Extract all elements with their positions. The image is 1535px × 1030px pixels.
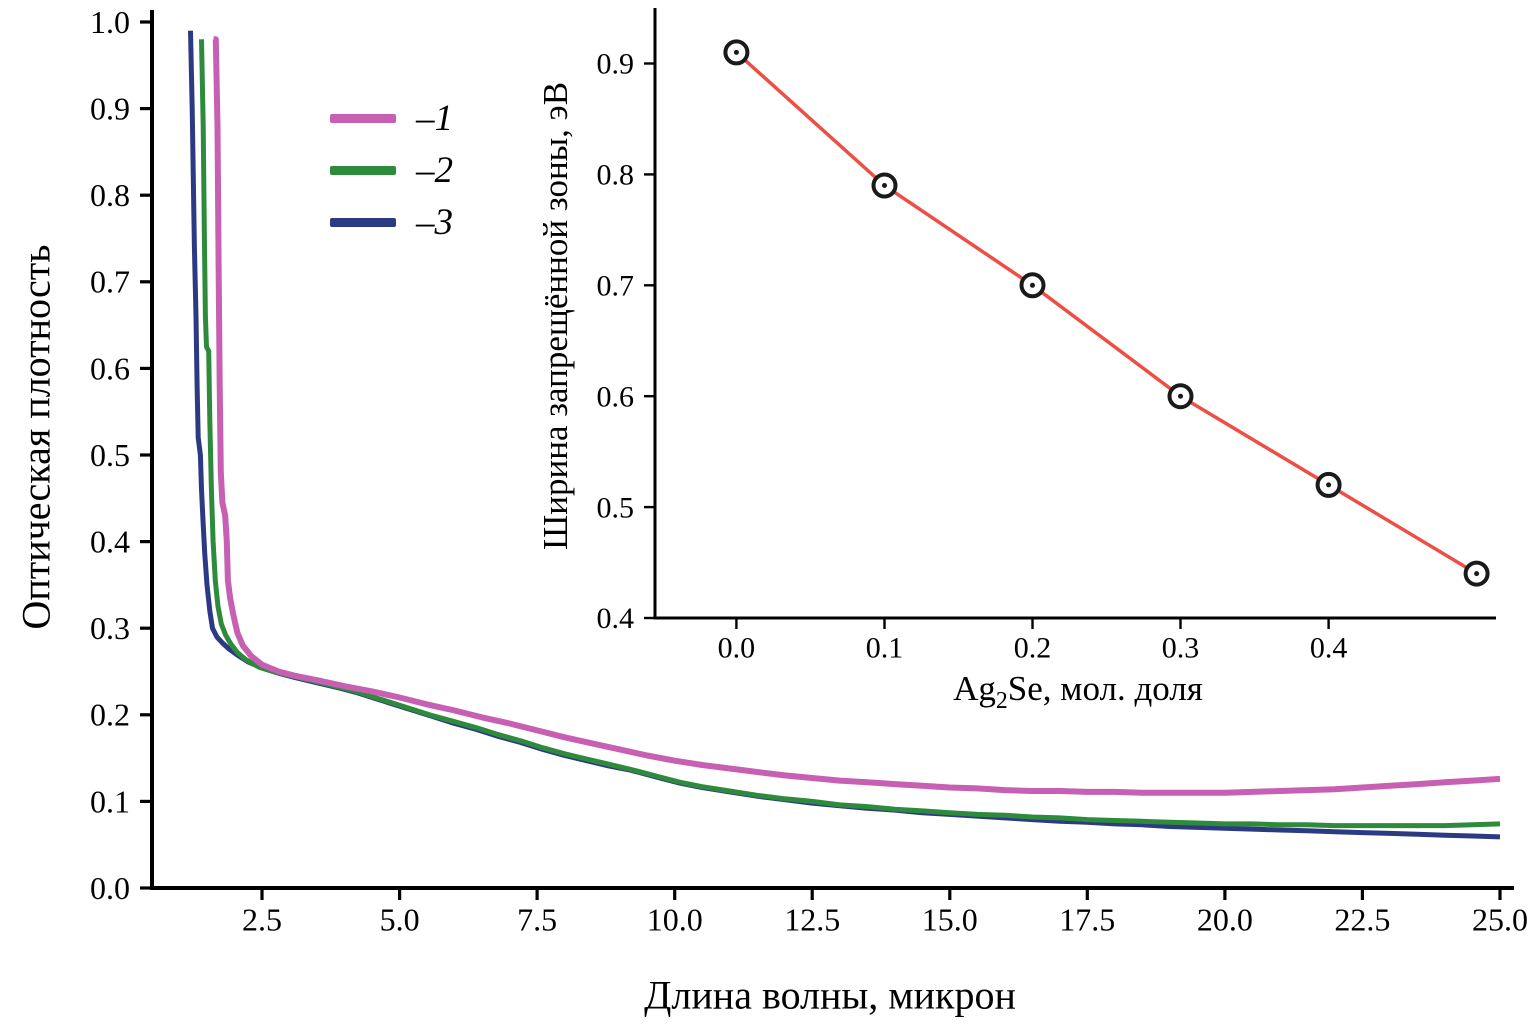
legend-item-series3: –3 bbox=[330, 196, 453, 248]
svg-text:0.2: 0.2 bbox=[1014, 632, 1052, 665]
svg-text:0.0: 0.0 bbox=[718, 632, 756, 665]
svg-text:0.0: 0.0 bbox=[90, 870, 130, 906]
legend-label-series3: –3 bbox=[416, 201, 453, 243]
svg-text:0.5: 0.5 bbox=[90, 437, 130, 473]
inset-x-label-prefix: Ag bbox=[953, 669, 996, 708]
svg-text:0.5: 0.5 bbox=[597, 491, 635, 524]
svg-text:17.5: 17.5 bbox=[1059, 901, 1115, 937]
svg-text:0.4: 0.4 bbox=[90, 524, 130, 560]
svg-text:20.0: 20.0 bbox=[1197, 901, 1253, 937]
svg-text:0.7: 0.7 bbox=[597, 270, 635, 303]
svg-text:0.3: 0.3 bbox=[90, 610, 130, 646]
svg-text:0.1: 0.1 bbox=[90, 783, 130, 819]
legend-label-series1: –1 bbox=[416, 97, 453, 139]
legend-swatch-series2 bbox=[330, 165, 396, 175]
svg-text:0.6: 0.6 bbox=[90, 350, 130, 386]
svg-text:22.5: 22.5 bbox=[1334, 901, 1390, 937]
svg-text:10.0: 10.0 bbox=[647, 901, 703, 937]
svg-text:0.3: 0.3 bbox=[1162, 632, 1200, 665]
svg-text:1.0: 1.0 bbox=[90, 4, 130, 40]
main-x-axis-label: Длина волны, микрон bbox=[644, 972, 1016, 1018]
inset-x-axis-label: Ag2Se, мол. доля bbox=[953, 669, 1203, 715]
svg-text:7.5: 7.5 bbox=[517, 901, 557, 937]
svg-text:25.0: 25.0 bbox=[1472, 901, 1528, 937]
svg-text:15.0: 15.0 bbox=[922, 901, 978, 937]
svg-text:0.4: 0.4 bbox=[597, 602, 635, 635]
svg-text:2.5: 2.5 bbox=[242, 901, 282, 937]
svg-text:0.9: 0.9 bbox=[597, 48, 635, 81]
svg-text:0.6: 0.6 bbox=[597, 380, 635, 413]
legend: –1 –2 –3 bbox=[330, 92, 453, 248]
svg-text:0.8: 0.8 bbox=[597, 159, 635, 192]
svg-text:12.5: 12.5 bbox=[784, 901, 840, 937]
svg-text:0.9: 0.9 bbox=[90, 91, 130, 127]
legend-item-series2: –2 bbox=[330, 144, 453, 196]
svg-text:0.2: 0.2 bbox=[90, 697, 130, 733]
inset-x-label-suffix: Se, мол. доля bbox=[1007, 669, 1203, 708]
inset-y-axis-label: Ширина запрещённой зоны, эВ bbox=[536, 81, 575, 551]
svg-text:0.7: 0.7 bbox=[90, 264, 130, 300]
legend-label-series2: –2 bbox=[416, 149, 453, 191]
svg-text:0.4: 0.4 bbox=[1310, 632, 1348, 665]
legend-swatch-series3 bbox=[330, 217, 396, 227]
legend-swatch-series1 bbox=[330, 113, 396, 123]
svg-text:0.8: 0.8 bbox=[90, 177, 130, 213]
legend-item-series1: –1 bbox=[330, 92, 453, 144]
inset-x-label-subscript: 2 bbox=[995, 688, 1008, 714]
main-y-axis-label: Оптическая плотность bbox=[13, 244, 59, 630]
svg-text:5.0: 5.0 bbox=[380, 901, 420, 937]
svg-text:0.1: 0.1 bbox=[866, 632, 904, 665]
